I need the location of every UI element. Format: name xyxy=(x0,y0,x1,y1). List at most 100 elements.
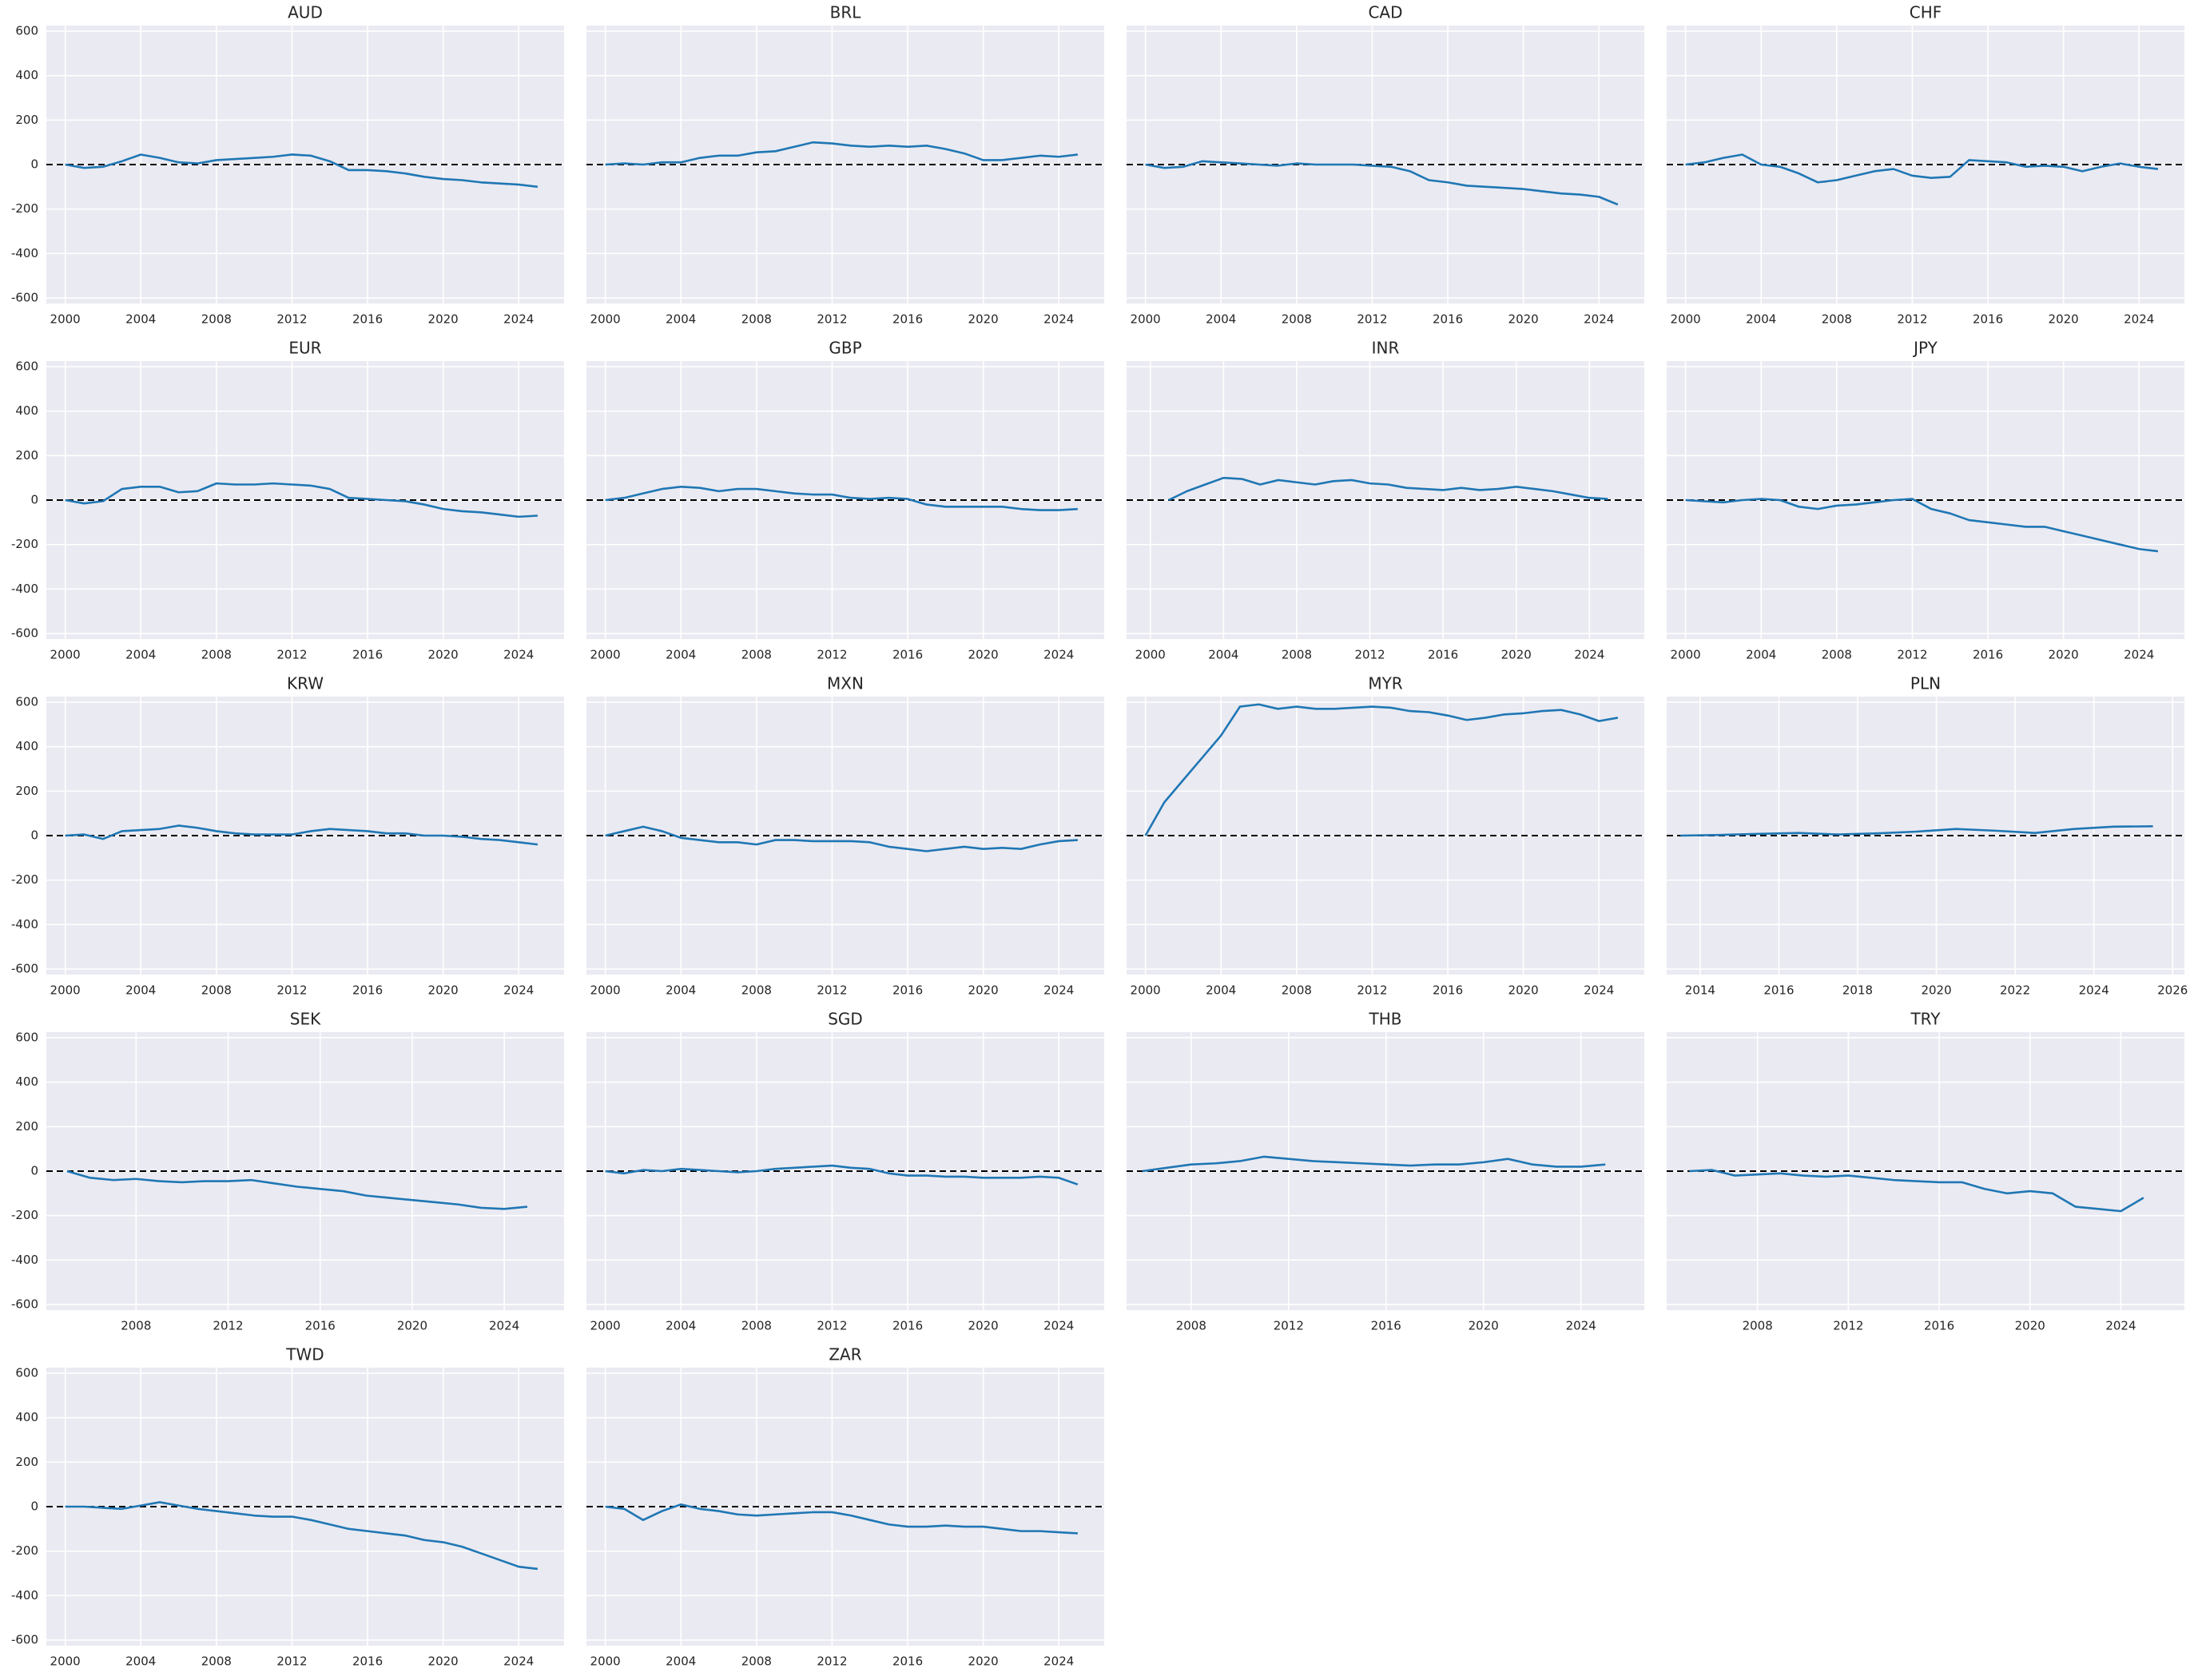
x-tick-label: 2020 xyxy=(397,1319,427,1333)
y-tick-label: -200 xyxy=(11,537,38,551)
x-tick-label: 2012 xyxy=(1357,983,1387,998)
data-line xyxy=(1144,703,1619,836)
x-tick-label: 2004 xyxy=(666,312,696,327)
x-tick-label: 2000 xyxy=(1131,312,1161,327)
y-tick-label: -600 xyxy=(11,291,38,305)
x-tick-label: 2008 xyxy=(741,983,772,998)
subplot: 2000 2004 2008 2012 2016 2020 2024 GBP xyxy=(586,339,1104,662)
chart-title: KRW xyxy=(287,674,324,693)
x-tick-label: 2012 xyxy=(276,312,307,327)
x-tick-label: 2024 xyxy=(503,648,534,662)
x-tick-label: 2004 xyxy=(125,983,156,998)
subplot: 2000 2004 2008 2012 2016 2020 2024 MXN xyxy=(586,674,1104,998)
chart-title: MXN xyxy=(827,674,864,693)
x-tick-label: 2016 xyxy=(1763,983,1794,998)
x-tick-label: 2008 xyxy=(741,1319,772,1333)
y-tick-label: -200 xyxy=(11,1543,38,1558)
x-tick-label: 2004 xyxy=(666,1319,696,1333)
x-tick-label: 2000 xyxy=(590,1654,621,1669)
x-tick-label: 2024 xyxy=(1043,648,1074,662)
subplot: 2000 2004 2008 2012 2016 2020 2024 CAD xyxy=(1127,3,1644,327)
x-tick-label: 2014 xyxy=(1685,983,1715,998)
data-line xyxy=(605,825,1078,852)
x-tick-label: 2008 xyxy=(741,648,772,662)
data-line xyxy=(65,153,539,189)
x-tick-label: 2008 xyxy=(201,648,232,662)
x-tick-label: 2004 xyxy=(125,312,156,327)
chart-title: SEK xyxy=(290,1010,321,1029)
x-tick-label: 2008 xyxy=(201,1654,232,1669)
y-tick-label: -400 xyxy=(11,246,38,260)
x-tick-label: 2024 xyxy=(1043,1319,1074,1333)
x-tick-label: 2012 xyxy=(276,983,307,998)
x-tick-label: 2008 xyxy=(1176,1319,1206,1333)
x-tick-label: 2004 xyxy=(1746,312,1776,327)
y-tick-label: 200 xyxy=(15,784,38,798)
x-tick-label: 2012 xyxy=(1357,312,1387,327)
data-line xyxy=(65,824,539,846)
chart-title: THB xyxy=(1369,1010,1402,1029)
chart-title: BRL xyxy=(830,3,862,22)
chart-title: SGD xyxy=(828,1010,863,1029)
data-line xyxy=(65,482,538,518)
x-tick-label: 2020 xyxy=(1508,312,1539,327)
x-tick-label: 2016 xyxy=(352,983,383,998)
x-tick-label: 2012 xyxy=(1833,1319,1863,1333)
chart-title: EUR xyxy=(288,339,321,358)
x-tick-label: 2008 xyxy=(1282,312,1312,327)
data-line xyxy=(605,1503,1078,1535)
y-tick-label: 400 xyxy=(15,1410,38,1424)
x-tick-label: 2012 xyxy=(1897,648,1927,662)
x-tick-label: 2020 xyxy=(1501,648,1532,662)
x-tick-label: 2016 xyxy=(1973,312,2003,327)
data-line xyxy=(66,1170,528,1210)
subplot: 2014 2016 2018 2020 2022 2024 2026 PLN xyxy=(1667,674,2188,998)
x-tick-label: 2008 xyxy=(1822,312,1852,327)
x-tick-label: 2024 xyxy=(1566,1319,1596,1333)
y-tick-label: 0 xyxy=(30,1164,38,1178)
x-tick-label: 2024 xyxy=(1584,312,1614,327)
x-tick-label: 2000 xyxy=(1135,648,1166,662)
x-tick-label: 2000 xyxy=(1671,312,1701,327)
x-tick-label: 2016 xyxy=(892,648,923,662)
x-tick-label: 2020 xyxy=(968,983,999,998)
y-tick-label: -400 xyxy=(11,1253,38,1267)
x-tick-label: 2020 xyxy=(428,1654,459,1669)
subplot: -600 -400 -200 0 200 400 600 2000 2004 2008 2012 20… xyxy=(11,674,564,998)
y-tick-label: 0 xyxy=(30,493,38,507)
y-tick-label: -400 xyxy=(11,917,38,931)
x-tick-label: 2020 xyxy=(1921,983,1951,998)
x-tick-label: 2024 xyxy=(2124,312,2154,327)
y-tick-label: -400 xyxy=(11,582,38,596)
x-tick-label: 2012 xyxy=(817,1319,847,1333)
y-tick-label: -200 xyxy=(11,872,38,887)
data-line xyxy=(1142,1155,1606,1173)
y-tick-label: 600 xyxy=(15,1030,38,1044)
x-tick-label: 2026 xyxy=(2157,983,2188,998)
chart-title: CHF xyxy=(1910,3,1942,22)
x-tick-label: 2004 xyxy=(125,648,156,662)
y-tick-label: 400 xyxy=(15,68,38,82)
y-tick-label: 400 xyxy=(15,739,38,753)
x-tick-label: 2012 xyxy=(1354,648,1385,662)
subplot: 2000 2004 2008 2012 2016 2020 2024 JPY xyxy=(1667,339,2184,662)
y-tick-label: -200 xyxy=(11,201,38,216)
x-tick-label: 2012 xyxy=(817,312,847,327)
x-tick-label: 2022 xyxy=(2000,983,2030,998)
x-tick-label: 2000 xyxy=(1671,648,1701,662)
x-tick-label: 2012 xyxy=(276,1654,307,1669)
x-tick-label: 2024 xyxy=(2124,648,2154,662)
x-tick-label: 2004 xyxy=(1206,983,1236,998)
x-tick-label: 2016 xyxy=(1973,648,2003,662)
y-tick-label: 0 xyxy=(30,1499,38,1514)
x-tick-label: 2012 xyxy=(1274,1319,1304,1333)
data-line xyxy=(1685,498,2159,553)
chart-title: TWD xyxy=(285,1345,324,1364)
subplot: 2000 2004 2008 2012 2016 2020 2024 SGD xyxy=(586,1010,1104,1333)
y-tick-label: 200 xyxy=(15,1119,38,1134)
x-tick-label: 2016 xyxy=(1371,1319,1401,1333)
x-tick-label: 2000 xyxy=(50,648,81,662)
x-tick-label: 2004 xyxy=(1206,312,1236,327)
y-tick-label: -600 xyxy=(11,626,38,641)
data-line xyxy=(605,1164,1079,1186)
